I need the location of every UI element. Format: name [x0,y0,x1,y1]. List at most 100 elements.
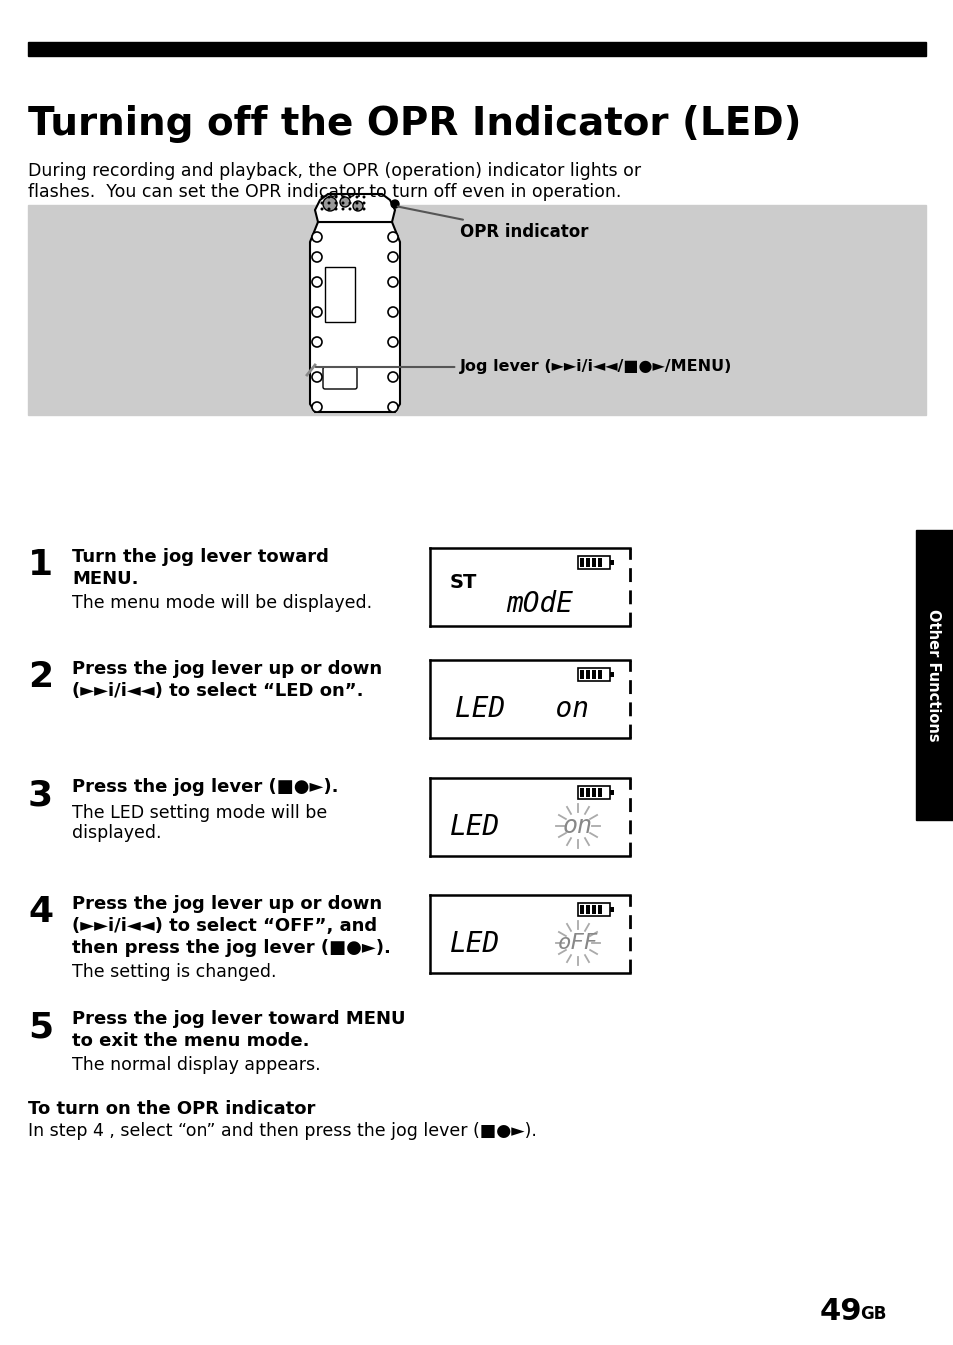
Circle shape [327,207,330,211]
Circle shape [362,202,365,204]
Circle shape [348,195,351,199]
Bar [915,530,953,820]
Text: 5: 5 [28,1010,53,1044]
Bar [609,790,614,795]
Circle shape [327,202,330,204]
Circle shape [362,207,365,211]
Text: ST: ST [450,573,476,592]
Text: Turn the jog lever toward: Turn the jog lever toward [71,547,329,566]
Text: During recording and playback, the OPR (operation) indicator lights or: During recording and playback, the OPR (… [28,161,640,180]
Bar [598,905,601,915]
Text: The normal display appears.: The normal display appears. [71,1056,320,1075]
Circle shape [312,231,322,242]
Text: Other Functions: Other Functions [925,609,941,741]
Text: (►►i/i◄◄) to select “LED on”.: (►►i/i◄◄) to select “LED on”. [71,682,363,699]
Bar [592,788,596,798]
Text: MENU.: MENU. [71,570,138,588]
Bar [28,204,925,416]
Text: To turn on the OPR indicator: To turn on the OPR indicator [28,1100,315,1118]
Bar [430,894,629,972]
Bar [430,660,629,738]
Text: displayed.: displayed. [71,824,161,842]
Bar [578,555,609,569]
Bar [585,905,589,915]
Circle shape [388,252,397,262]
Polygon shape [310,222,399,412]
Text: 2: 2 [28,660,53,694]
Circle shape [312,338,322,347]
FancyBboxPatch shape [323,367,356,389]
Circle shape [388,277,397,286]
Circle shape [327,195,330,199]
Bar [592,905,596,915]
Text: flashes.  You can set the OPR indicator to turn off even in operation.: flashes. You can set the OPR indicator t… [28,183,620,200]
Circle shape [312,277,322,286]
Text: Jog lever (►►i/i◄◄/■●►/MENU): Jog lever (►►i/i◄◄/■●►/MENU) [315,359,732,374]
Text: Press the jog lever up or down: Press the jog lever up or down [71,660,382,678]
Text: 4: 4 [28,894,53,929]
Circle shape [355,207,358,211]
Bar [578,902,609,916]
Circle shape [335,202,337,204]
Bar [592,670,596,679]
Circle shape [388,402,397,412]
Bar [585,670,589,679]
Circle shape [312,252,322,262]
Circle shape [362,195,365,199]
Circle shape [323,196,336,211]
Text: The menu mode will be displayed.: The menu mode will be displayed. [71,594,372,612]
Polygon shape [314,194,395,222]
Circle shape [320,195,323,199]
Circle shape [339,196,350,207]
Circle shape [312,402,322,412]
Circle shape [388,231,397,242]
Bar [585,558,589,568]
Circle shape [335,207,337,211]
Bar [609,560,614,565]
Text: (►►i/i◄◄) to select “OFF”, and: (►►i/i◄◄) to select “OFF”, and [71,917,376,935]
Circle shape [335,195,337,199]
Circle shape [348,207,351,211]
Circle shape [341,195,344,199]
Text: GB: GB [859,1305,885,1323]
Bar [598,558,601,568]
Circle shape [341,202,344,204]
Text: Press the jog lever up or down: Press the jog lever up or down [71,894,382,913]
Circle shape [320,207,323,211]
Bar [578,785,609,799]
Circle shape [320,202,323,204]
Bar [579,788,583,798]
Bar [598,670,601,679]
Text: Press the jog lever (■●►).: Press the jog lever (■●►). [71,777,338,796]
Text: LED: LED [450,812,499,841]
Text: oFF: oFF [558,933,598,954]
Text: mOdE: mOdE [506,590,573,617]
Text: In step 4 , select “on” and then press the jog lever (■●►).: In step 4 , select “on” and then press t… [28,1122,537,1141]
Text: 49: 49 [820,1297,862,1326]
Text: LED: LED [450,929,499,958]
Text: Turning off the OPR Indicator (LED): Turning off the OPR Indicator (LED) [28,105,801,143]
Circle shape [312,373,322,382]
Text: on: on [562,814,593,838]
Text: LED   on: LED on [455,695,588,724]
Bar [592,558,596,568]
Bar [579,905,583,915]
Circle shape [312,307,322,317]
Circle shape [355,202,358,204]
Bar [598,788,601,798]
Text: 1: 1 [28,547,53,582]
Circle shape [348,202,351,204]
Circle shape [355,195,358,199]
Bar [609,907,614,912]
Bar [430,547,629,625]
Circle shape [388,307,397,317]
Text: to exit the menu mode.: to exit the menu mode. [71,1032,309,1050]
Text: OPR indicator: OPR indicator [397,207,588,241]
Text: then press the jog lever (■●►).: then press the jog lever (■●►). [71,939,391,958]
Circle shape [353,200,363,211]
Circle shape [388,373,397,382]
Bar [609,672,614,677]
Bar [430,777,629,855]
Bar [579,670,583,679]
Bar [585,788,589,798]
